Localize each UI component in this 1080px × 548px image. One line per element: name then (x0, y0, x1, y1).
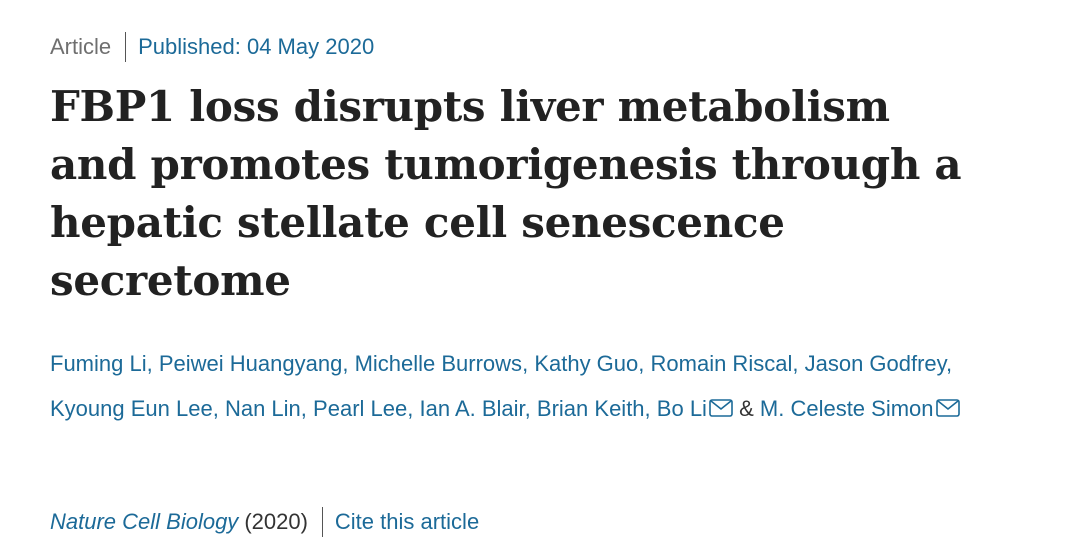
separator: , (146, 351, 153, 376)
email-icon[interactable] (709, 399, 733, 417)
conjunction: & (739, 396, 754, 421)
divider (321, 507, 323, 537)
author-name[interactable]: Nan Lin (224, 396, 301, 421)
journal-link[interactable]: Nature Cell Biology (50, 509, 239, 534)
author-name[interactable]: Ian A. Blair (419, 396, 525, 421)
separator: , (638, 351, 645, 376)
citation: Nature Cell Biology (2020) Cite this art… (50, 507, 479, 537)
author-name[interactable]: Romain Riscal (650, 351, 793, 376)
author-list: Fuming Li, Peiwei Huangyang, Michelle Bu… (50, 341, 1000, 431)
author-name[interactable]: Peiwei Huangyang (158, 351, 343, 376)
author-name[interactable]: Fuming Li (50, 351, 147, 376)
envelope-flap (937, 400, 959, 411)
separator: , (212, 396, 219, 421)
separator: , (946, 351, 953, 376)
author-name[interactable]: Bo Li (656, 396, 707, 421)
separator: , (524, 396, 531, 421)
published-date: Published: 04 May 2020 (138, 34, 375, 59)
author-name[interactable]: Michelle Burrows (354, 351, 523, 376)
envelope-flap (710, 400, 732, 411)
separator: , (792, 351, 799, 376)
author-name[interactable]: Jason Godfrey (804, 351, 947, 376)
author-name[interactable]: Kyoung Eun Lee (50, 396, 213, 421)
author-name[interactable]: Pearl Lee (313, 396, 408, 421)
article-title: FBP1 loss disrupts liver metabolism and … (50, 82, 962, 305)
separator: , (300, 396, 307, 421)
separator: , (644, 396, 651, 421)
email-icon[interactable] (935, 399, 960, 417)
separator: , (522, 351, 529, 376)
envelope (709, 399, 733, 417)
author-name[interactable]: Brian Keith (536, 396, 645, 421)
separator: , (407, 396, 414, 421)
cite-link[interactable]: Cite this article (334, 509, 480, 534)
article-type: Article (50, 34, 112, 59)
separator: , (342, 351, 349, 376)
author-name[interactable]: Kathy Guo (534, 351, 639, 376)
year: (2020) (244, 509, 308, 534)
author-name[interactable]: M. Celeste Simon (759, 396, 934, 421)
article-meta: Article Published: 04 May 2020 (50, 32, 374, 62)
divider (125, 32, 127, 62)
envelope (935, 399, 960, 417)
